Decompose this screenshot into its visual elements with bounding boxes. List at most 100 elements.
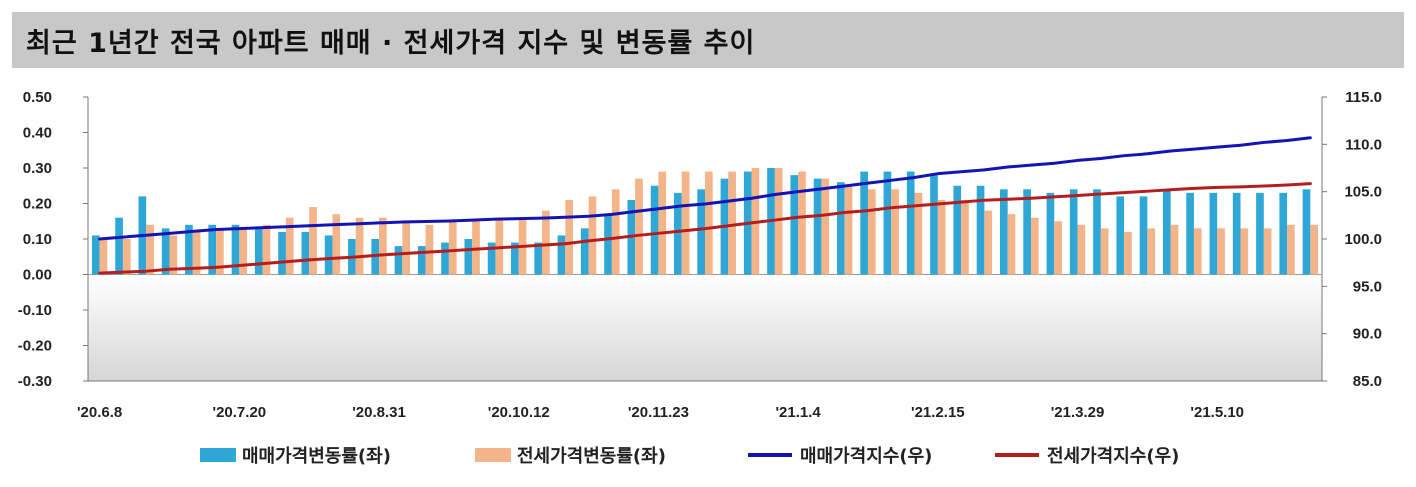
bar-jeonse-rate bbox=[635, 178, 643, 275]
bar-sale-rate bbox=[1046, 192, 1055, 275]
bar-jeonse-rate bbox=[611, 189, 620, 275]
bar-sale-rate bbox=[161, 228, 170, 275]
bar-sale-rate bbox=[185, 224, 193, 275]
bar-jeonse-rate bbox=[728, 171, 736, 275]
bar-jeonse-rate bbox=[1263, 228, 1272, 275]
bar-jeonse-rate bbox=[448, 221, 457, 275]
bar-jeonse-rate bbox=[1193, 228, 1202, 275]
bar-jeonse-rate bbox=[937, 199, 946, 275]
line-jeonse-index bbox=[98, 182, 1312, 275]
bar-sale-rate bbox=[604, 214, 612, 275]
bar-jeonse-rate bbox=[1124, 231, 1132, 275]
bar-sale-rate bbox=[278, 231, 286, 275]
bar-sale-rate bbox=[231, 224, 240, 275]
bar-jeonse-rate bbox=[542, 210, 550, 275]
bar-sale-rate bbox=[464, 239, 473, 275]
chart: 0.50 0.40 0.30 0.20 0.10 0.00 -0.10 -0.20 -0.30 1… bbox=[18, 89, 1382, 421]
bar-sale-rate bbox=[1069, 189, 1078, 275]
bar-sale-rate bbox=[324, 235, 333, 275]
bar-sale-rate bbox=[1279, 192, 1288, 275]
bar-jeonse-rate bbox=[285, 217, 294, 275]
y-left-tick-label: 0.40 bbox=[23, 125, 52, 142]
bar-jeonse-rate bbox=[402, 221, 410, 275]
bar-sale-rate bbox=[1256, 192, 1264, 275]
bar-sale-rate bbox=[580, 228, 589, 275]
bar-sale-rate bbox=[557, 235, 566, 275]
bar-sale-rate bbox=[883, 171, 892, 275]
legend-item-jeonse-rate: 전세가격변동률(좌) bbox=[475, 440, 666, 470]
legend-label-sale-index: 매매가격지수(우) bbox=[800, 446, 933, 467]
bar-jeonse-rate bbox=[355, 217, 364, 275]
bar-jeonse-rate bbox=[1287, 224, 1295, 275]
bar-jeonse-rate bbox=[192, 231, 201, 275]
bar-jeonse-rate bbox=[658, 171, 667, 275]
bar-jeonse-rate bbox=[1217, 228, 1225, 275]
y-left-tick-label: -0.10 bbox=[18, 302, 52, 319]
bar-sale-rate bbox=[906, 171, 915, 275]
negative-region bbox=[88, 274, 1322, 381]
y-right-tick-label: 85.0 bbox=[1353, 373, 1382, 390]
bar-sale-rate bbox=[930, 175, 938, 275]
y-right-tick-label: 100.0 bbox=[1344, 231, 1382, 248]
bar-sale-rate bbox=[860, 171, 868, 275]
legend-item-jeonse-index: 전세가격지수(우) bbox=[995, 440, 1179, 470]
bar-jeonse-rate bbox=[1077, 224, 1086, 275]
bar-jeonse-rate bbox=[705, 171, 713, 275]
y-left-tick-label: 0.50 bbox=[23, 89, 52, 106]
x-tick-label: '21.1.4 bbox=[775, 404, 821, 421]
bar-sale-rate bbox=[1139, 196, 1148, 275]
bar-sale-rate bbox=[417, 246, 426, 275]
legend-label-jeonse-rate: 전세가격변동률(좌) bbox=[517, 446, 666, 467]
bar-jeonse-rate bbox=[425, 224, 434, 275]
bar-jeonse-rate bbox=[914, 192, 923, 275]
bar-sale-rate bbox=[91, 235, 100, 275]
bar-sale-rate bbox=[1023, 189, 1031, 275]
x-tick-label: '20.11.23 bbox=[628, 404, 689, 421]
bar-jeonse-rate bbox=[99, 239, 108, 275]
bar-sale-rate bbox=[953, 185, 962, 275]
bar-jeonse-rate bbox=[961, 199, 969, 275]
bar-sale-rate bbox=[1093, 189, 1101, 275]
bar-jeonse-rate bbox=[984, 210, 993, 275]
bar-jeonse-rate bbox=[262, 224, 271, 275]
bar-jeonse-rate bbox=[122, 239, 131, 275]
bar-jeonse-rate bbox=[681, 171, 690, 275]
bar-jeonse-rate bbox=[1030, 217, 1039, 275]
bar-sale-rate bbox=[534, 242, 543, 275]
legend-item-sale-index: 매매가격지수(우) bbox=[748, 440, 932, 470]
y-right-tick-label: 95.0 bbox=[1353, 278, 1382, 295]
x-tick-label: '21.3.29 bbox=[1051, 404, 1105, 421]
y-right-tick-label: 110.0 bbox=[1345, 136, 1382, 153]
bar-sale-rate bbox=[1116, 196, 1125, 275]
bar-sale-rate bbox=[1302, 189, 1311, 275]
bar-jeonse-rate bbox=[239, 228, 248, 275]
bar-sale-rate bbox=[650, 185, 659, 275]
bar-jeonse-rate bbox=[1310, 224, 1319, 275]
bar-sale-rate bbox=[790, 175, 799, 275]
bar-jeonse-rate bbox=[867, 189, 876, 275]
bar-jeonse-rate bbox=[1240, 228, 1249, 275]
bar-jeonse-rate bbox=[844, 185, 853, 275]
bar-jeonse-rate bbox=[495, 217, 504, 275]
legend-swatch-sale-rate bbox=[200, 448, 236, 462]
bar-jeonse-rate bbox=[1147, 228, 1156, 275]
bar-jeonse-rate bbox=[588, 196, 597, 275]
bar-jeonse-rate bbox=[774, 168, 783, 275]
bar-sale-rate bbox=[1232, 192, 1241, 275]
title-bar: 최근 1년간 전국 아파트 매매 · 전세가격 지수 및 변동률 추이 bbox=[12, 12, 1404, 68]
y-right-tick-label: 90.0 bbox=[1353, 326, 1382, 343]
y-left-tick-label: 0.20 bbox=[23, 196, 52, 213]
bar-jeonse-rate bbox=[565, 199, 573, 275]
y-left-tick-label: -0.20 bbox=[18, 338, 52, 355]
bar-sale-rate bbox=[1186, 192, 1194, 275]
x-tick-label: '21.2.15 bbox=[911, 404, 965, 421]
x-tick-label: '20.10.12 bbox=[488, 404, 550, 421]
bar-jeonse-rate bbox=[216, 228, 224, 275]
bar-sale-rate bbox=[301, 231, 310, 275]
bar-sale-rate bbox=[674, 192, 682, 275]
legend: 매매가격변동률(좌) 전세가격변동률(좌) 매매가격지수(우) 전세가격지수(우… bbox=[0, 440, 1416, 470]
bar-sale-rate bbox=[394, 246, 403, 275]
bar-sale-rate bbox=[1162, 189, 1171, 275]
y-left-tick-label: 0.10 bbox=[23, 231, 52, 248]
bar-sale-rate bbox=[1000, 189, 1008, 275]
